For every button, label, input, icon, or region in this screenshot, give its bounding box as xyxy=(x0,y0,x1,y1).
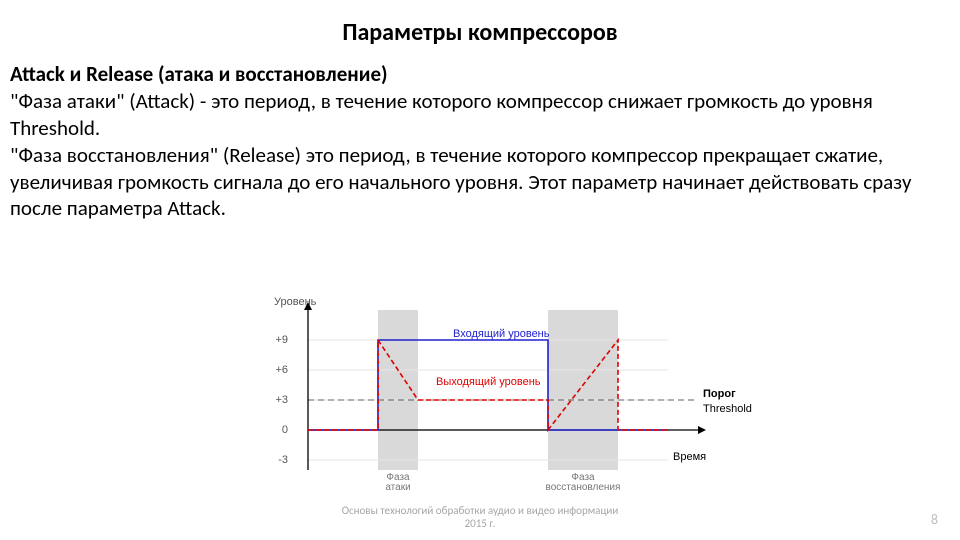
footer: Основы технологий обработки аудио и виде… xyxy=(0,504,960,530)
svg-text:Threshold: Threshold xyxy=(703,403,752,415)
svg-text:+9: +9 xyxy=(275,334,288,346)
svg-text:Входящий уровень: Входящий уровень xyxy=(453,328,550,340)
svg-text:Время: Время xyxy=(673,451,706,463)
subtitle: Attack и Release (атака и восстановление… xyxy=(10,61,950,88)
footer-line-2: 2015 г. xyxy=(465,517,496,530)
svg-text:Выходящий уровень: Выходящий уровень xyxy=(436,376,541,388)
paragraph-1: "Фаза атаки" (Attack) - это период, в те… xyxy=(10,88,950,142)
svg-text:0: 0 xyxy=(282,424,288,436)
svg-text:Порог: Порог xyxy=(703,388,736,400)
body-text: Attack и Release (атака и восстановление… xyxy=(0,47,960,222)
paragraph-2: "Фаза восстановления" (Release) это пери… xyxy=(10,142,950,223)
svg-text:Уровень: Уровень xyxy=(274,296,317,308)
svg-text:восстановления: восстановления xyxy=(546,482,621,490)
page-number: 8 xyxy=(931,511,938,528)
svg-text:-3: -3 xyxy=(278,454,288,466)
svg-text:+6: +6 xyxy=(275,364,288,376)
footer-line-1: Основы технологий обработки аудио и виде… xyxy=(342,504,619,517)
svg-text:+3: +3 xyxy=(275,394,288,406)
compressor-chart: Уровень +9 +6 +3 0 -3 Время Порог Threshold Входя… xyxy=(248,290,758,490)
svg-text:атаки: атаки xyxy=(385,482,410,490)
slide-title: Параметры компрессоров xyxy=(0,0,960,47)
